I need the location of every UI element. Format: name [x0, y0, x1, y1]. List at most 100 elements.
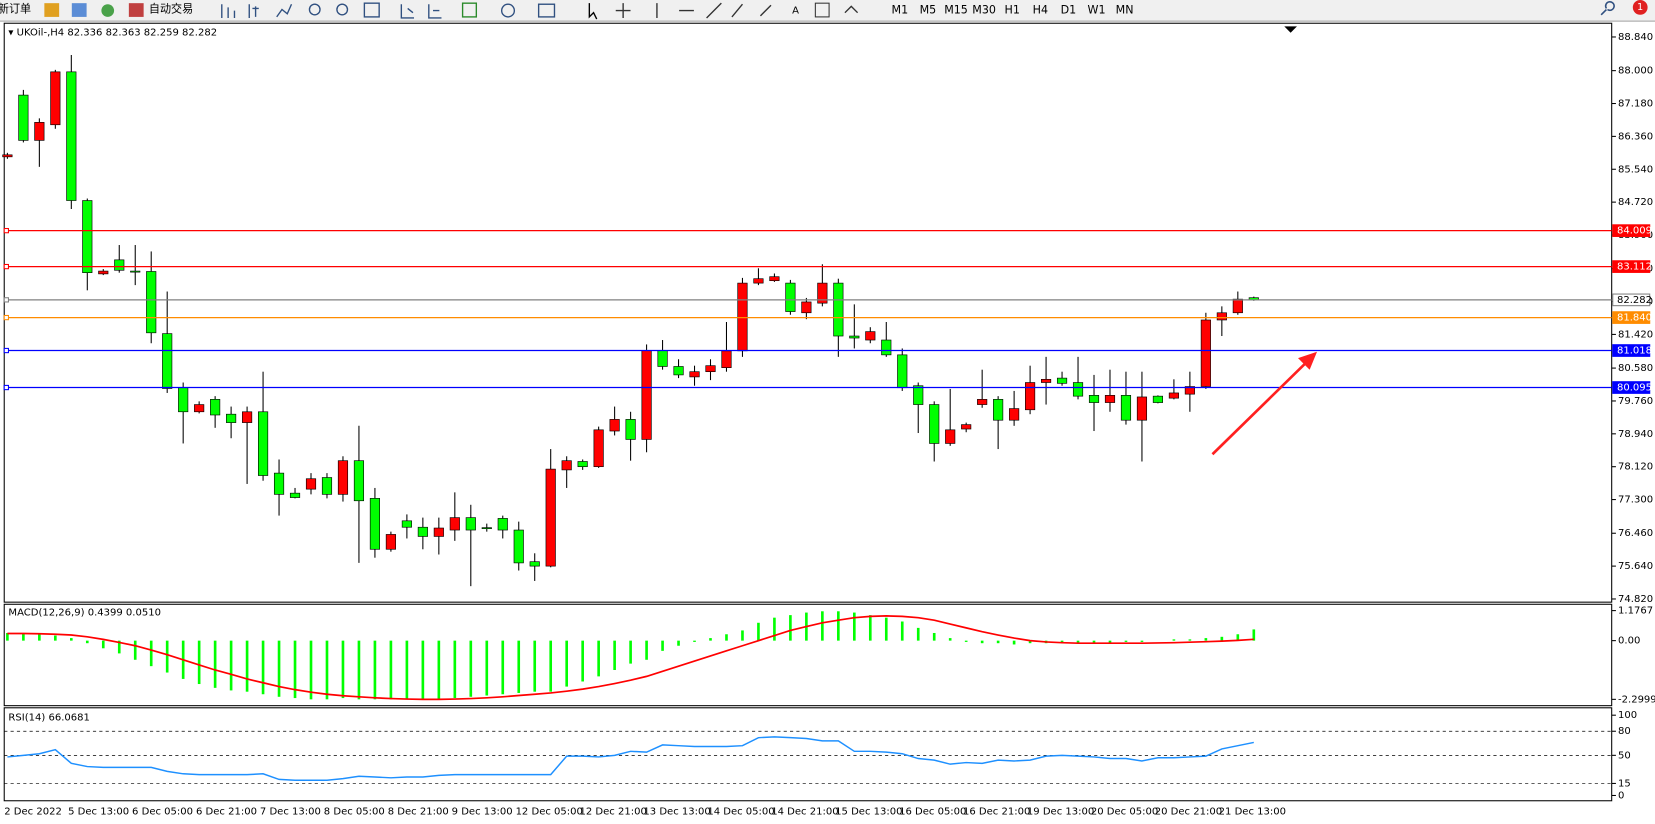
price-tag — [1612, 344, 1651, 357]
candle-body — [98, 270, 109, 275]
candle-body — [1056, 377, 1068, 384]
label-tool[interactable] — [814, 2, 830, 18]
indicator-value: 66.0681 — [48, 712, 89, 723]
candle-body — [705, 365, 716, 373]
auto-trading-button[interactable]: 自动交易 — [149, 2, 193, 16]
x-tick-label: 9 Dec 13:00 — [452, 806, 513, 817]
toolbar — [0, 0, 1655, 22]
timeframe-button[interactable]: M5 — [920, 4, 937, 17]
timeframe-button[interactable]: MN — [1116, 4, 1134, 17]
text-tool[interactable]: A — [792, 6, 799, 17]
icon[interactable] — [615, 2, 772, 19]
icon[interactable] — [537, 3, 556, 18]
icon[interactable] — [101, 4, 115, 17]
icon[interactable] — [308, 3, 321, 16]
icon[interactable] — [844, 5, 859, 14]
x-tick-label: 16 Dec 21:00 — [963, 806, 1030, 817]
candle-body — [1216, 312, 1227, 321]
candle-body — [273, 472, 285, 495]
x-tick-label: 8 Dec 21:00 — [388, 806, 449, 817]
price-tag-label: 83.112 — [1617, 262, 1652, 273]
y-tick-label: 75.640 — [1618, 561, 1653, 572]
candle-body — [305, 478, 317, 490]
notification-count: 1 — [1637, 2, 1643, 13]
candle-body — [210, 399, 221, 416]
candle-body — [18, 94, 29, 141]
ohlc-value: 82.259 — [144, 28, 179, 39]
candle-body — [1152, 395, 1163, 403]
notification-badge[interactable] — [1632, 0, 1648, 15]
y-tick-label: 78.120 — [1618, 462, 1653, 473]
candle-body — [513, 529, 524, 564]
candle-body — [433, 527, 444, 537]
icon[interactable] — [588, 3, 598, 20]
candle-body — [257, 411, 269, 476]
icon[interactable] — [400, 4, 415, 19]
indicator-name: RSI(14) — [8, 712, 45, 723]
icon[interactable] — [428, 4, 442, 19]
x-tick-label: 5 Dec 13:00 — [68, 806, 129, 817]
auto-trading-icon[interactable] — [128, 3, 144, 17]
plots: 88.84088.00087.18086.36085.54084.72083.9… — [2, 28, 1655, 817]
timeframe-button[interactable]: W1 — [1087, 4, 1105, 17]
candle-body — [337, 460, 349, 495]
icon[interactable] — [336, 3, 349, 16]
candle-body — [817, 282, 828, 304]
icon[interactable] — [44, 3, 60, 17]
x-tick-label: 12 Dec 05:00 — [516, 806, 583, 817]
icon[interactable] — [500, 3, 516, 18]
timeframe-button[interactable]: H1 — [1005, 4, 1020, 17]
icon[interactable] — [71, 3, 87, 17]
search-icon[interactable] — [1600, 1, 1615, 16]
timeframe-button[interactable]: H4 — [1033, 4, 1048, 17]
tool-icons — [221, 2, 859, 20]
candle-body — [1120, 395, 1132, 421]
price-tag-label: 81.840 — [1617, 313, 1652, 324]
panel-title: RSI(14) 66.0681 — [8, 712, 89, 723]
candle-body — [194, 404, 205, 413]
x-tick-label: 20 Dec 05:00 — [1091, 806, 1158, 817]
candle-body — [993, 399, 1004, 421]
candle-body — [593, 429, 604, 468]
candle-body — [641, 350, 652, 440]
timeframe-button[interactable]: M30 — [972, 4, 996, 17]
ohlc-value: 82.282 — [182, 28, 217, 39]
y-tick-label: 50 — [1618, 750, 1631, 761]
x-tick-label: 6 Dec 05:00 — [132, 806, 193, 817]
candle-body — [673, 366, 684, 376]
candle-body — [769, 276, 780, 282]
candle-body — [1168, 392, 1179, 399]
candle-body — [1041, 378, 1052, 383]
candle-body — [529, 561, 540, 567]
icon[interactable] — [276, 3, 293, 18]
price-tag-label: 82.282 — [1617, 295, 1652, 306]
candle-body — [929, 404, 940, 444]
timeframe-button[interactable]: D1 — [1061, 4, 1077, 17]
timeframe-button[interactable]: M15 — [944, 4, 968, 17]
level-marker — [3, 384, 9, 391]
candle-body — [977, 399, 988, 405]
candle-body — [1025, 382, 1036, 411]
level-marker — [3, 347, 9, 354]
price-tag — [1612, 293, 1651, 307]
candle-body — [162, 333, 173, 389]
icon[interactable] — [221, 4, 236, 18]
timeframe-button[interactable]: M1 — [892, 4, 909, 17]
icon[interactable] — [461, 2, 478, 18]
x-tick-label: 14 Dec 21:00 — [771, 806, 838, 817]
level-marker — [3, 314, 9, 321]
icon[interactable] — [248, 4, 259, 18]
rsi-line — [7, 736, 1254, 781]
new-order-button[interactable]: 新订单 — [0, 2, 31, 16]
candle-body — [449, 517, 460, 531]
x-tick-label: 8 Dec 05:00 — [324, 806, 385, 817]
candle-body — [1184, 386, 1195, 395]
candle-body — [369, 498, 380, 550]
x-tick-label: 12 Dec 21:00 — [579, 806, 646, 817]
icon[interactable] — [363, 2, 380, 18]
candle-body — [417, 526, 428, 537]
candle-body — [545, 468, 556, 567]
level-marker — [3, 297, 9, 303]
shift-marker — [1284, 26, 1297, 33]
